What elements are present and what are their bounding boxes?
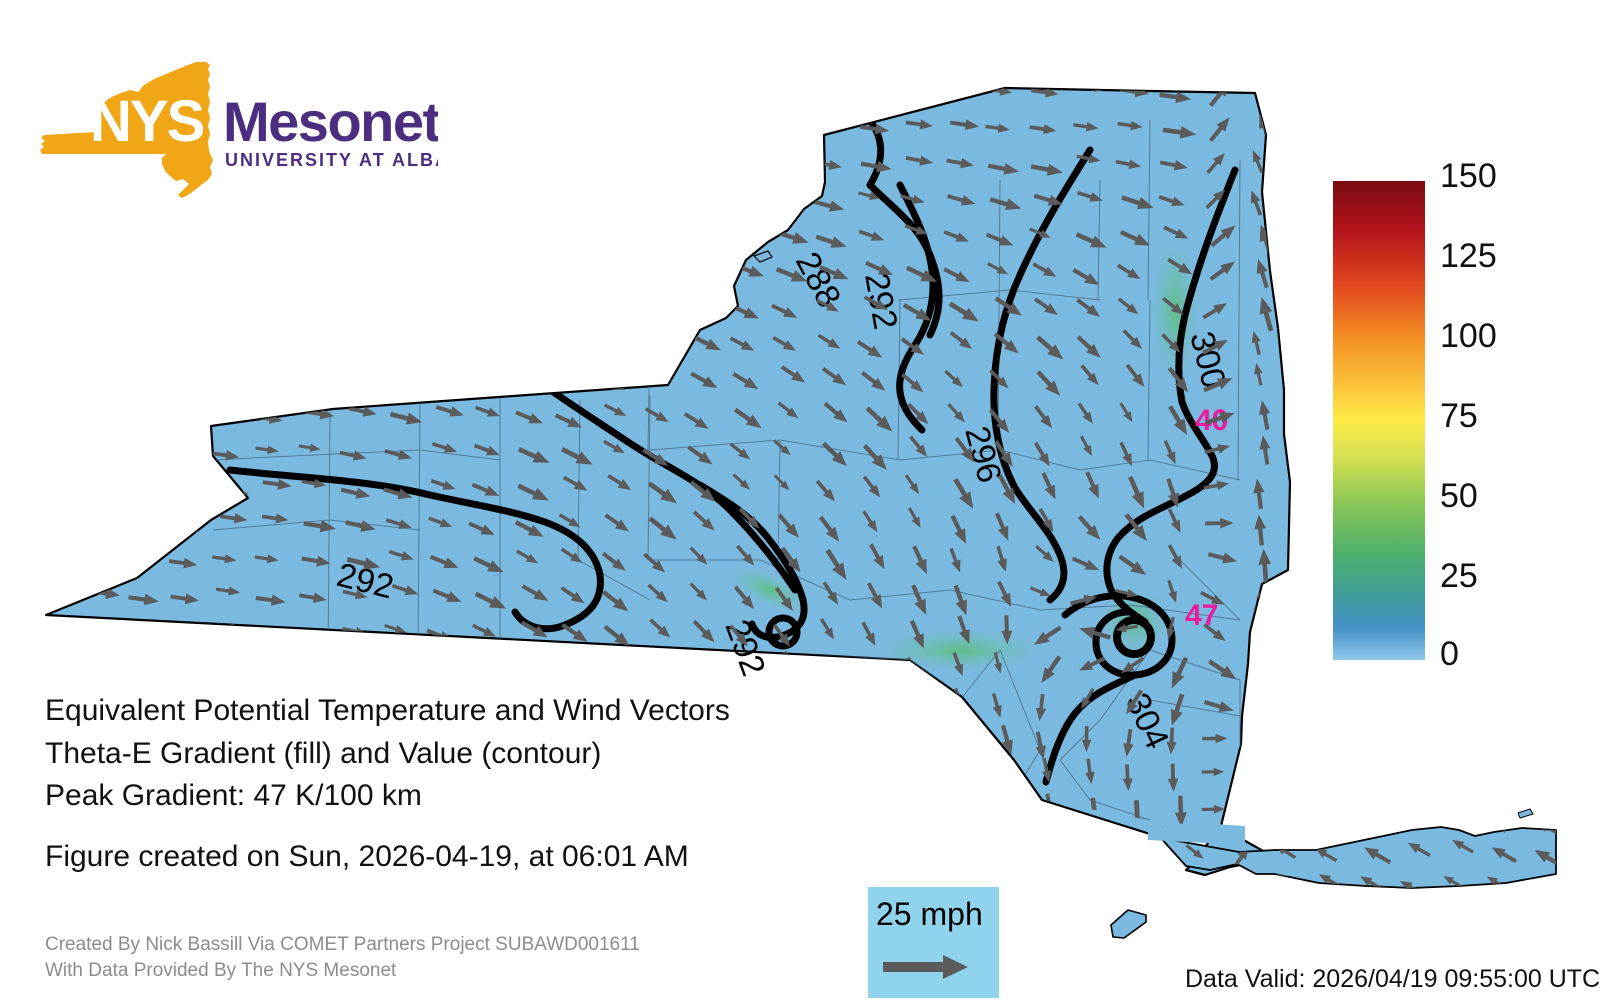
svg-text:25 mph: 25 mph bbox=[876, 896, 983, 932]
svg-text:47: 47 bbox=[1185, 599, 1218, 632]
